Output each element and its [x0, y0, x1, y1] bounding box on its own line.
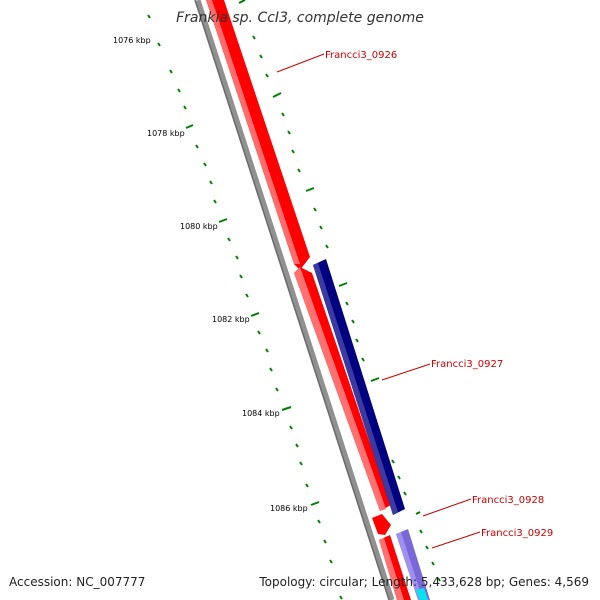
gene-label-leaders — [276, 53, 481, 549]
cds-francci3-0929-forward[interactable] — [379, 535, 411, 600]
accession-text: Accession: NC_007777 — [9, 575, 146, 589]
map-title: Frankia sp. CcI3, complete genome — [176, 10, 424, 26]
feature-small-cyan — [416, 588, 428, 600]
genome-summary-text: Topology: circular; Length: 5,433,628 bp… — [259, 575, 589, 589]
gene-label[interactable]: Francci3_0927 — [431, 359, 503, 370]
tick-ring-inner — [238, 0, 441, 582]
gene-label[interactable]: Francci3_0929 — [481, 528, 553, 539]
tick-label: 1086 kbp — [270, 504, 308, 513]
gene-labels[interactable]: Francci3_0926 Francci3_0927 Francci3_092… — [325, 50, 553, 539]
backbone-ring — [194, 0, 395, 600]
cds-francci3-0927-forward[interactable] — [294, 267, 391, 511]
tick-label: 1084 kbp — [242, 409, 280, 418]
tick-label: 1078 kbp — [147, 129, 185, 138]
tick-label: 1076 kbp — [113, 36, 151, 45]
tick-label: 1082 kbp — [212, 315, 250, 324]
feature-francci3-0929[interactable] — [396, 529, 430, 600]
cds-francci3-0928[interactable] — [372, 514, 391, 535]
gene-label[interactable]: Francci3_0926 — [325, 50, 397, 61]
tick-ring-outer — [147, 14, 343, 600]
cds-francci3-0926[interactable] — [206, 0, 310, 270]
tick-labels: 1076 kbp 1078 kbp 1080 kbp 1082 kbp 1084… — [113, 36, 308, 513]
tick-label: 1080 kbp — [180, 222, 218, 231]
gene-label[interactable]: Francci3_0928 — [472, 495, 544, 506]
cds-francci3-0927[interactable] — [313, 259, 405, 515]
